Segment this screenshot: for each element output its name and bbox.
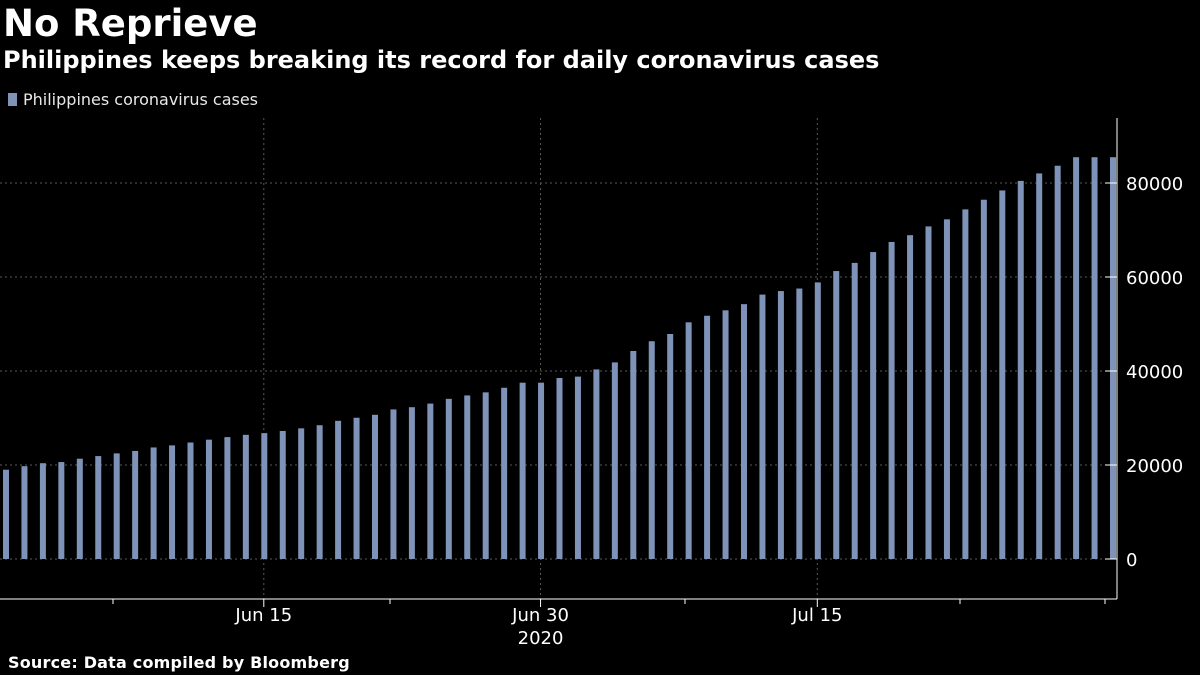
bar <box>538 382 545 559</box>
bar <box>667 333 674 559</box>
x-tick-label: Jun 30 <box>511 605 569 626</box>
bar <box>3 469 9 559</box>
bar <box>1054 165 1061 560</box>
bar <box>58 462 65 559</box>
bar <box>501 387 508 559</box>
bar <box>925 226 932 560</box>
bar <box>796 288 803 559</box>
bar <box>685 322 692 559</box>
bar <box>704 315 711 559</box>
y-tick-label: 40000 <box>1126 362 1183 383</box>
bar <box>1017 180 1024 559</box>
bar <box>408 407 415 559</box>
bar <box>962 209 969 559</box>
bar <box>113 453 120 559</box>
bar <box>335 420 342 559</box>
chart-title: No Reprieve <box>3 2 258 45</box>
y-tick-label: 0 <box>1126 550 1137 571</box>
bar <box>722 310 729 559</box>
bar <box>95 456 102 559</box>
bar <box>261 433 268 559</box>
bar <box>907 235 914 560</box>
bar <box>759 294 766 559</box>
bar <box>833 271 840 559</box>
bar <box>648 341 655 559</box>
source-note: Source: Data compiled by Bloomberg <box>8 653 350 672</box>
bar <box>593 369 600 559</box>
x-tick-label: Jun 15 <box>234 605 292 626</box>
bar <box>943 219 950 559</box>
bar <box>242 434 249 559</box>
bar <box>224 437 231 559</box>
bar <box>169 445 176 559</box>
bar <box>316 425 323 559</box>
bar <box>464 395 471 559</box>
bar <box>372 414 378 559</box>
bar <box>1036 173 1043 560</box>
bar <box>1091 157 1098 559</box>
y-tick-label: 60000 <box>1126 268 1183 289</box>
bar <box>851 262 858 559</box>
bar <box>611 362 618 559</box>
bar <box>1110 157 1116 559</box>
bar <box>630 351 637 559</box>
bar <box>150 447 157 559</box>
bar <box>814 282 821 559</box>
x-year-label: 2020 <box>518 628 564 649</box>
bar <box>76 458 83 559</box>
axes <box>0 118 1118 607</box>
bar <box>574 376 581 559</box>
bar <box>870 252 877 559</box>
bar <box>519 382 526 559</box>
bar <box>482 392 489 559</box>
bar <box>298 428 305 559</box>
x-tick-label: Jul 15 <box>791 605 842 626</box>
chart-subtitle: Philippines keeps breaking its record fo… <box>3 46 880 74</box>
legend-swatch <box>8 93 17 106</box>
bar <box>279 430 286 559</box>
tick-labels: 0 20000 40000 60000 80000 Jun 15 Jun 30 Jul 15 2… <box>234 174 1183 649</box>
legend-label: Philippines coronavirus cases <box>23 90 259 109</box>
bar <box>39 463 46 559</box>
bar <box>1073 157 1080 559</box>
legend: Philippines coronavirus cases <box>8 90 258 109</box>
bar <box>445 398 452 559</box>
bars <box>3 157 1116 560</box>
bar <box>888 241 895 560</box>
bar <box>390 409 397 559</box>
bar <box>132 450 139 559</box>
bar <box>741 304 747 559</box>
bar <box>21 466 28 559</box>
y-tick-label: 20000 <box>1126 456 1183 477</box>
y-tick-label: 80000 <box>1126 174 1183 195</box>
bar <box>205 439 212 559</box>
bar <box>427 403 434 559</box>
bar <box>353 417 360 559</box>
bar <box>777 291 784 559</box>
bar <box>556 377 563 559</box>
bar <box>187 442 194 559</box>
bar <box>980 199 987 559</box>
grid-lines <box>0 118 1105 599</box>
bar <box>999 190 1006 559</box>
